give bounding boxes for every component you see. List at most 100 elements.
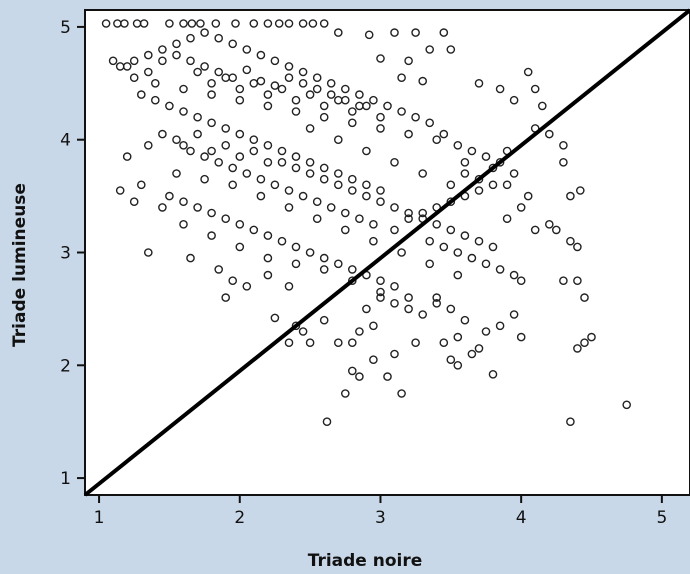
data-point bbox=[150, 79, 160, 88]
data-point bbox=[284, 338, 294, 348]
data-point bbox=[270, 313, 280, 323]
data-point bbox=[193, 112, 202, 122]
data-point bbox=[446, 355, 456, 365]
data-point bbox=[411, 28, 420, 37]
data-point bbox=[333, 135, 343, 144]
data-point bbox=[242, 169, 252, 178]
data-point bbox=[467, 253, 477, 263]
data-point bbox=[136, 180, 146, 190]
data-point bbox=[319, 253, 329, 263]
data-point bbox=[347, 118, 357, 128]
data-point bbox=[143, 67, 153, 77]
data-point bbox=[263, 157, 273, 167]
data-point bbox=[235, 129, 245, 139]
data-point bbox=[101, 19, 111, 28]
data-point bbox=[291, 152, 301, 161]
data-point bbox=[235, 84, 245, 94]
data-point bbox=[221, 124, 230, 133]
data-point bbox=[249, 19, 259, 28]
data-point bbox=[530, 84, 540, 94]
data-point bbox=[460, 169, 470, 178]
data-point bbox=[214, 33, 223, 43]
data-point bbox=[474, 236, 484, 246]
data-point bbox=[573, 276, 582, 286]
data-point bbox=[404, 208, 413, 218]
data-point bbox=[158, 203, 167, 212]
data-point bbox=[165, 191, 174, 201]
data-point bbox=[425, 236, 435, 246]
data-point bbox=[263, 231, 273, 240]
data-point bbox=[256, 174, 266, 184]
data-point bbox=[439, 129, 449, 139]
data-point bbox=[193, 203, 202, 212]
data-point bbox=[312, 197, 322, 206]
data-point bbox=[340, 208, 350, 218]
data-point bbox=[172, 50, 181, 60]
data-point bbox=[214, 67, 223, 77]
data-point bbox=[418, 310, 428, 319]
data-point bbox=[481, 152, 491, 161]
reference-line bbox=[83, 8, 690, 497]
data-point bbox=[488, 180, 498, 190]
data-point bbox=[467, 349, 477, 359]
data-point bbox=[390, 157, 399, 167]
data-point bbox=[347, 107, 357, 116]
data-point bbox=[347, 265, 357, 274]
x-axis-title: Triade noire bbox=[308, 551, 423, 571]
data-point bbox=[214, 265, 223, 274]
data-point bbox=[214, 157, 223, 167]
data-point bbox=[228, 276, 237, 286]
x-tick-label: 2 bbox=[234, 508, 245, 528]
data-point bbox=[263, 253, 273, 263]
data-point bbox=[425, 118, 435, 128]
y-tick-label: 4 bbox=[60, 131, 71, 151]
data-point bbox=[305, 338, 315, 348]
x-tick-label: 3 bbox=[375, 508, 386, 528]
data-point bbox=[516, 332, 526, 342]
x-tick-label: 5 bbox=[656, 508, 667, 528]
data-point bbox=[347, 338, 357, 348]
data-point bbox=[235, 242, 245, 252]
data-point bbox=[263, 140, 273, 150]
data-point bbox=[150, 95, 160, 105]
data-point bbox=[305, 248, 315, 257]
data-point bbox=[277, 236, 287, 246]
data-point bbox=[298, 19, 308, 28]
data-point bbox=[256, 50, 266, 60]
data-point bbox=[580, 293, 589, 302]
data-point bbox=[129, 56, 139, 66]
data-point bbox=[523, 191, 533, 201]
data-point bbox=[196, 19, 205, 28]
data-point bbox=[211, 19, 221, 28]
data-point bbox=[207, 118, 216, 128]
data-point bbox=[545, 219, 554, 229]
data-point bbox=[179, 107, 188, 116]
data-point bbox=[355, 90, 364, 99]
data-point bbox=[538, 101, 547, 111]
data-point bbox=[322, 417, 332, 427]
data-point bbox=[298, 191, 308, 201]
data-point bbox=[319, 265, 329, 274]
data-point bbox=[326, 90, 336, 99]
data-point bbox=[187, 19, 197, 28]
data-point bbox=[362, 191, 371, 201]
data-point bbox=[622, 400, 632, 410]
data-point bbox=[200, 62, 209, 71]
data-point bbox=[270, 81, 280, 90]
data-point bbox=[355, 327, 364, 336]
data-point bbox=[186, 56, 195, 66]
data-point bbox=[495, 265, 505, 274]
data-point bbox=[319, 163, 329, 173]
data-point bbox=[298, 327, 308, 336]
data-point bbox=[425, 45, 435, 54]
data-point bbox=[432, 298, 442, 308]
data-point bbox=[186, 253, 195, 263]
data-point bbox=[509, 310, 519, 319]
data-point bbox=[305, 157, 315, 167]
data-point bbox=[207, 90, 216, 99]
data-point bbox=[573, 242, 582, 252]
data-point bbox=[340, 84, 350, 94]
data-point bbox=[418, 76, 428, 86]
data-point bbox=[308, 19, 318, 28]
